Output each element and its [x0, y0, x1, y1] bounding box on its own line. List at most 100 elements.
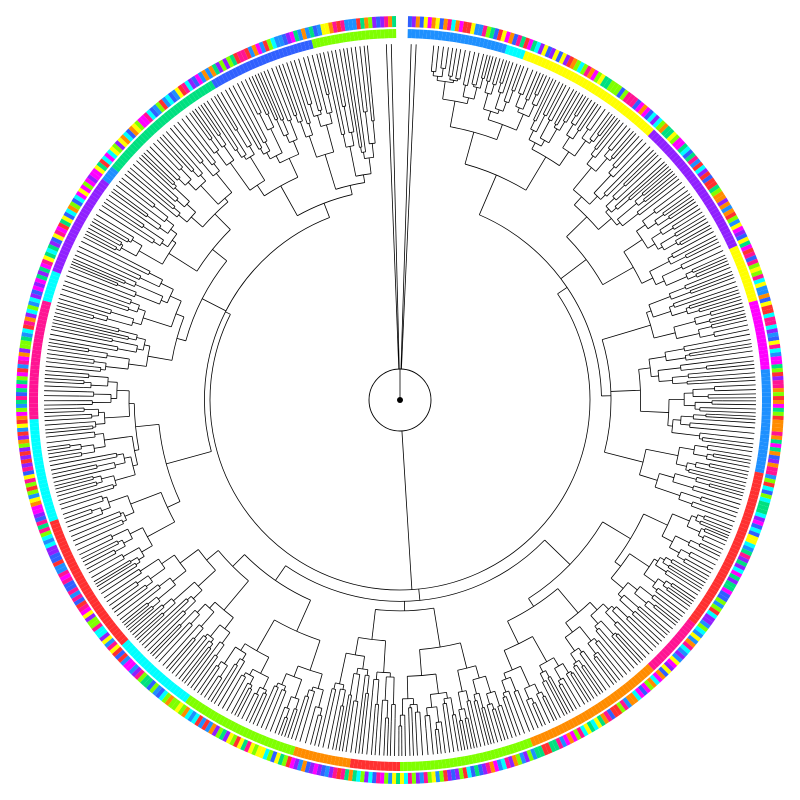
ring-cell — [732, 225, 744, 235]
ring-cell — [555, 50, 564, 63]
ring-cell — [426, 30, 432, 40]
ring-cell — [111, 163, 122, 173]
branch — [622, 632, 647, 658]
branch — [508, 705, 521, 736]
ring-cell — [21, 462, 33, 468]
ring-cell — [677, 143, 689, 154]
branch — [698, 535, 704, 539]
ring-cell — [692, 181, 703, 191]
branch — [363, 45, 371, 110]
ring-cell — [235, 724, 243, 735]
ring-cell — [603, 93, 612, 103]
ring-cell — [706, 180, 718, 191]
branch — [339, 705, 342, 714]
branch — [678, 498, 693, 505]
branch — [643, 513, 668, 526]
ring-cell — [204, 707, 213, 718]
branch — [641, 277, 654, 284]
ring-cell — [754, 467, 765, 474]
branch — [676, 232, 683, 237]
branch — [558, 685, 563, 691]
ring-cell — [194, 701, 203, 712]
branch — [538, 75, 547, 94]
ring-cell — [701, 616, 714, 626]
branch — [707, 532, 727, 542]
branch — [136, 348, 144, 351]
branch — [547, 677, 555, 691]
branch — [249, 145, 255, 155]
branch — [285, 718, 289, 723]
branch — [714, 500, 740, 510]
ring-cell — [669, 639, 679, 649]
branch — [124, 282, 135, 287]
ring-cell — [339, 20, 346, 32]
branch — [604, 148, 611, 157]
branch — [231, 687, 246, 714]
branch — [208, 648, 212, 652]
branch — [553, 657, 560, 667]
branch — [50, 329, 95, 339]
ring-cell — [33, 456, 44, 462]
ring-cell — [285, 45, 292, 56]
ring-cell — [679, 643, 691, 654]
ring-cell — [663, 146, 674, 155]
branch-arc — [131, 436, 138, 465]
branch-arc — [267, 126, 274, 131]
branch — [670, 561, 674, 565]
branch — [597, 129, 602, 135]
branch — [536, 694, 541, 702]
ring-cell — [30, 365, 40, 370]
branch — [100, 279, 118, 287]
ring-cell — [61, 576, 74, 585]
branch-arc — [533, 119, 537, 122]
branch — [570, 653, 577, 663]
branch — [647, 222, 657, 230]
branch-arc — [542, 695, 546, 698]
ring-cell — [606, 695, 615, 705]
branch — [249, 676, 255, 685]
ring-cell — [163, 111, 173, 122]
ring-cell — [618, 686, 628, 696]
ring-cell — [756, 338, 767, 344]
ring-cell — [117, 137, 129, 148]
branch — [132, 612, 158, 636]
ring-cell — [737, 526, 748, 533]
branch-arc — [116, 346, 119, 351]
branch-arc — [305, 134, 313, 138]
branch — [554, 117, 559, 124]
ring-cell — [763, 481, 775, 488]
ring-cell — [18, 351, 30, 358]
ring-cell — [692, 609, 703, 619]
ring-cell — [47, 548, 60, 557]
branch — [265, 696, 280, 730]
ring-cell — [464, 755, 470, 766]
branch — [349, 673, 355, 696]
branch — [481, 54, 488, 76]
branch — [651, 168, 672, 186]
ring-cell — [245, 61, 253, 71]
branch — [645, 448, 679, 457]
branch — [99, 209, 141, 237]
ring-cell — [218, 59, 228, 72]
ring-cell — [93, 603, 103, 612]
branch — [648, 173, 676, 196]
ring-cell — [353, 759, 359, 769]
branch — [237, 83, 263, 132]
ring-cell — [590, 84, 599, 95]
branch — [135, 423, 159, 428]
branch — [378, 709, 383, 756]
branch — [181, 651, 206, 682]
ring-cell — [551, 49, 560, 61]
ring-cell — [418, 29, 424, 39]
branch — [703, 518, 712, 523]
branch — [129, 218, 143, 229]
branch — [147, 616, 183, 652]
ring-cell — [634, 687, 645, 699]
ring-cell — [52, 232, 65, 242]
ring-cell — [249, 730, 257, 741]
branch-arc — [604, 155, 611, 161]
ring-cell — [761, 384, 771, 389]
ring-cell — [345, 758, 351, 768]
branch — [335, 715, 343, 751]
branch — [181, 612, 186, 617]
